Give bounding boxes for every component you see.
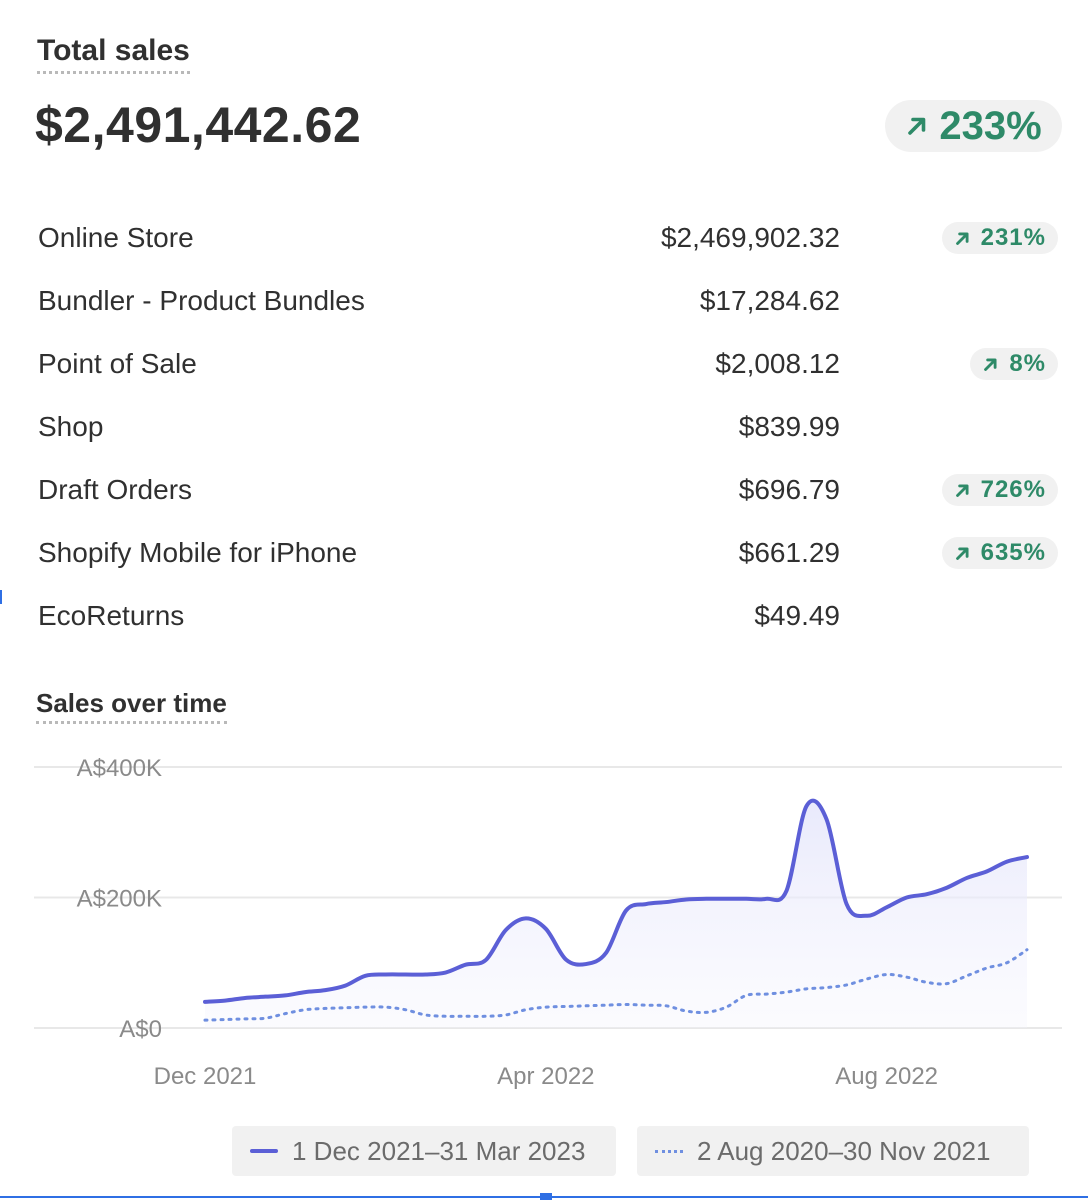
y-tick-label: A$400K (77, 755, 162, 782)
channel-name: Online Store (38, 222, 194, 253)
total-sales-value: $2,491,442.62 (35, 97, 362, 153)
channel-amount: $2,469,902.32 (660, 222, 840, 253)
channel-amount: $2,008.12 (715, 348, 840, 379)
current-series-line[interactable] (203, 798, 1029, 1004)
arrow-up-right-icon (955, 483, 969, 497)
channel-change-badge: 231% (941, 222, 1058, 254)
chart-title[interactable]: Sales over time (36, 688, 227, 724)
channel-amount: $839.99 (738, 411, 840, 442)
selection-edge-tick (0, 590, 2, 604)
x-tick-label: Apr 2022 (497, 1063, 594, 1090)
y-tick-label: A$200K (77, 886, 162, 913)
selection-edge-handle[interactable] (540, 1193, 552, 1200)
arrow-up-right-icon (955, 231, 969, 245)
channel-name: Draft Orders (38, 474, 193, 505)
channel-change-value: 726% (980, 476, 1046, 503)
channel-name: Bundler - Product Bundles (38, 285, 365, 316)
channel-change-badge: 726% (941, 474, 1058, 506)
x-tick-label: Aug 2022 (835, 1063, 938, 1090)
legend-current-period[interactable]: 1 Dec 2021–31 Mar 2023 (232, 1126, 616, 1176)
solid-line-swatch (250, 1149, 278, 1153)
total-change-value: 233% (939, 103, 1042, 148)
breakdown-row[interactable]: Online Store $2,469,902.32 231% (0, 206, 1088, 269)
dotted-line-swatch (655, 1149, 683, 1153)
channel-name: EcoReturns (38, 600, 185, 631)
y-tick-label: A$0 (119, 1016, 162, 1043)
total-change-badge: 233% (885, 100, 1062, 152)
channel-change-badge: 8% (970, 348, 1058, 380)
channel-change-badge: 635% (941, 537, 1058, 569)
breakdown-row[interactable]: Point of Sale $2,008.12 8% (0, 332, 1088, 395)
breakdown-row[interactable]: Shop $839.99 (0, 395, 1088, 458)
channel-change-value: 635% (980, 539, 1046, 566)
channel-name: Point of Sale (38, 348, 197, 379)
channel-amount: $17,284.62 (699, 285, 840, 316)
breakdown-row[interactable]: Draft Orders $696.79 726% (0, 458, 1088, 521)
legend-current-label: 1 Dec 2021–31 Mar 2023 (292, 1135, 586, 1166)
channel-amount: $49.49 (754, 600, 840, 631)
total-sales-title[interactable]: Total sales (37, 34, 190, 74)
arrow-up-right-icon (908, 117, 926, 135)
channel-amount: $696.79 (738, 474, 840, 505)
channel-name: Shop (38, 411, 104, 442)
channel-change-value: 231% (980, 224, 1046, 251)
breakdown-row[interactable]: Shopify Mobile for iPhone $661.29 635% (0, 521, 1088, 584)
legend-previous-label: 2 Aug 2020–30 Nov 2021 (697, 1135, 991, 1166)
current-series-area (205, 800, 1027, 1028)
channel-amount: $661.29 (738, 537, 840, 568)
arrow-up-right-icon (955, 546, 969, 560)
channel-name: Shopify Mobile for iPhone (38, 537, 358, 568)
channel-change-value: 8% (1009, 350, 1046, 377)
arrow-up-right-icon (984, 357, 997, 371)
breakdown-row[interactable]: Bundler - Product Bundles $17,284.62 (0, 269, 1088, 332)
breakdown-row[interactable]: EcoReturns $49.49 (0, 584, 1088, 647)
x-tick-label: Dec 2021 (154, 1063, 257, 1090)
legend-previous-period[interactable]: 2 Aug 2020–30 Nov 2021 (637, 1126, 1029, 1176)
